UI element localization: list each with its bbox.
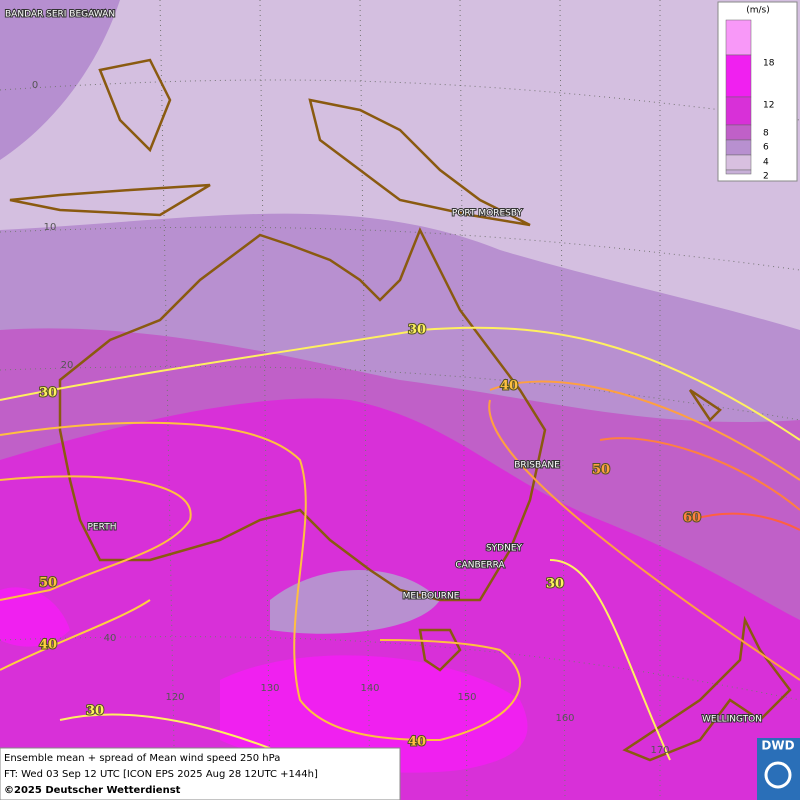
legend-tick: 2 [763, 172, 769, 182]
legend-swatch [725, 139, 752, 156]
grid-label: 160 [555, 713, 574, 724]
grid-label: 150 [457, 692, 476, 703]
legend-swatch [725, 124, 752, 141]
light-region [0, 0, 800, 330]
contour-label: 30 [86, 704, 104, 719]
grid-label: 130 [260, 683, 279, 694]
legend-swatch [725, 169, 752, 175]
contours [0, 326, 800, 761]
city-label: BRISBANE [514, 461, 560, 471]
legend-tick: 18 [763, 59, 775, 69]
city-label: BANDAR SERI BEGAWAN [5, 10, 115, 20]
footer-text: ©2025 Deutscher Wetterdienst [4, 785, 181, 796]
shade-region [270, 570, 440, 634]
shade-region [0, 587, 70, 647]
grid-label: 170 [650, 745, 669, 756]
grid-label: 10 [44, 222, 57, 233]
contour-label: 50 [592, 463, 610, 478]
legend-swatch [725, 96, 752, 126]
city-label: SYDNEY [486, 544, 523, 554]
legend-unit: (m/s) [746, 6, 770, 16]
logo-text: DWD [761, 739, 794, 753]
city-label: MELBOURNE [403, 592, 460, 602]
coastline [9, 58, 792, 762]
grid-label: 40 [104, 633, 117, 644]
grid-label: 20 [61, 360, 74, 371]
contour-label: 40 [500, 379, 518, 394]
legend-tick: 4 [763, 158, 769, 168]
contour-label: 40 [408, 735, 426, 750]
legend-tick: 12 [763, 101, 774, 111]
city-label: PERTH [88, 523, 117, 533]
city-label: CANBERRA [455, 561, 505, 571]
footer-text: Ensemble mean + spread of Mean wind spee… [4, 753, 280, 764]
logo-icon [764, 761, 792, 789]
contour-label: 30 [39, 386, 57, 401]
legend-tick: 6 [763, 143, 769, 153]
grid-label: 0 [32, 80, 38, 91]
legend-tick: 8 [763, 129, 769, 139]
grid-label: 140 [360, 683, 379, 694]
contour-label: 30 [546, 577, 564, 592]
legend-swatch [725, 19, 752, 56]
city-label: PORT MORESBY [452, 209, 523, 219]
footer [0, 747, 401, 800]
city-label: WELLINGTON [702, 715, 762, 725]
grid-label: 120 [165, 692, 184, 703]
legend-swatch [725, 54, 752, 98]
legend-swatch [725, 154, 752, 171]
contour-label: 30 [408, 323, 426, 338]
footer-text: FT: Wed 03 Sep 12 UTC [ICON EPS 2025 Aug… [4, 769, 318, 780]
contour-label: 50 [39, 576, 57, 591]
contour-label: 40 [39, 638, 57, 653]
contour-label: 60 [683, 511, 701, 526]
logo [757, 738, 800, 800]
mid-region [0, 0, 120, 160]
